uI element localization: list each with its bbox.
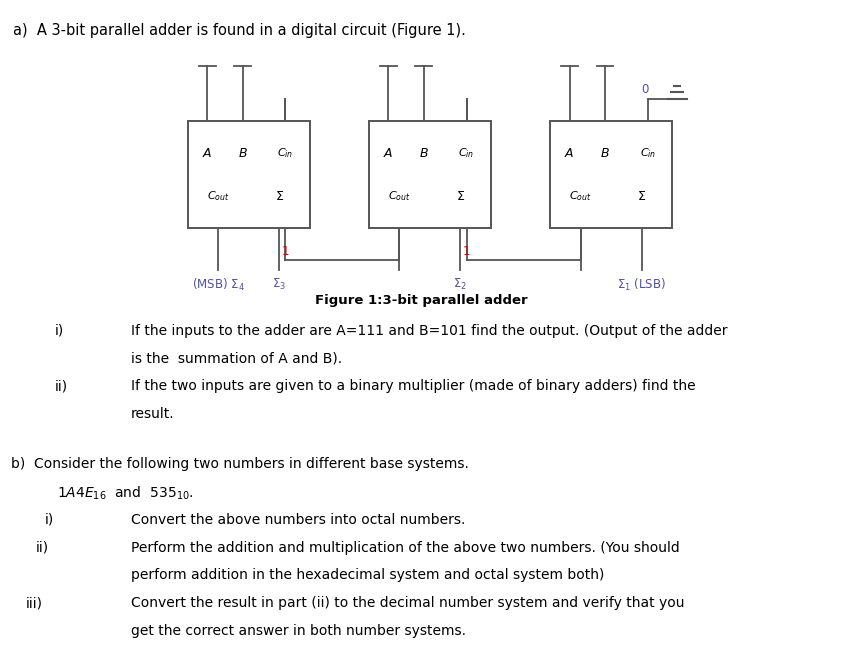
Bar [187, 122, 310, 228]
Text: i): i) [45, 512, 54, 527]
Text: 1: 1 [463, 245, 470, 259]
Text: $C_{out}$: $C_{out}$ [207, 189, 229, 203]
Text: result.: result. [131, 407, 175, 421]
Text: b)  Consider the following two numbers in different base systems.: b) Consider the following two numbers in… [11, 457, 469, 471]
Text: (MSB) $\Sigma_4$: (MSB) $\Sigma_4$ [191, 277, 244, 292]
Text: $\Sigma$: $\Sigma$ [456, 190, 465, 203]
Text: If the two inputs are given to a binary multiplier (made of binary adders) find : If the two inputs are given to a binary … [131, 379, 695, 393]
Text: $C_{out}$: $C_{out}$ [388, 189, 411, 203]
Text: i): i) [55, 324, 64, 338]
Text: $C_{in}$: $C_{in}$ [640, 146, 656, 160]
Text: $B$: $B$ [238, 147, 248, 160]
Text: ii): ii) [55, 379, 68, 393]
Text: ii): ii) [36, 540, 50, 554]
Text: $1A4E_{16}$  and  $535_{10}$.: $1A4E_{16}$ and $535_{10}$. [57, 485, 194, 502]
Text: $A$: $A$ [202, 147, 212, 160]
Text: get the correct answer in both number systems.: get the correct answer in both number sy… [131, 624, 465, 638]
Text: a)  A 3-bit parallel adder is found in a digital circuit (Figure 1).: a) A 3-bit parallel adder is found in a … [13, 23, 465, 38]
Text: $\Sigma_3$: $\Sigma_3$ [272, 277, 287, 292]
Text: is the  summation of A and B).: is the summation of A and B). [131, 351, 341, 366]
Text: perform addition in the hexadecimal system and octal system both): perform addition in the hexadecimal syst… [131, 568, 604, 582]
Bar [369, 122, 491, 228]
Text: Perform the addition and multiplication of the above two numbers. (You should: Perform the addition and multiplication … [131, 540, 679, 554]
Bar [550, 122, 673, 228]
Text: iii): iii) [25, 596, 42, 610]
Text: $C_{out}$: $C_{out}$ [569, 189, 592, 203]
Text: $C_{in}$: $C_{in}$ [459, 146, 475, 160]
Text: $B$: $B$ [600, 147, 610, 160]
Text: $\Sigma$: $\Sigma$ [275, 190, 284, 203]
Text: $\Sigma_2$: $\Sigma_2$ [454, 277, 468, 292]
Text: $C_{in}$: $C_{in}$ [277, 146, 293, 160]
Text: If the inputs to the adder are A=111 and B=101 find the output. (Output of the a: If the inputs to the adder are A=111 and… [131, 324, 728, 338]
Text: Convert the above numbers into octal numbers.: Convert the above numbers into octal num… [131, 512, 465, 527]
Text: 1: 1 [282, 245, 289, 259]
Text: $\Sigma$: $\Sigma$ [637, 190, 647, 203]
Text: Convert the result in part (ii) to the decimal number system and verify that you: Convert the result in part (ii) to the d… [131, 596, 685, 610]
Text: $A$: $A$ [565, 147, 575, 160]
Text: $\Sigma_1$ (LSB): $\Sigma_1$ (LSB) [617, 277, 666, 292]
Text: 0: 0 [642, 83, 649, 96]
Text: Figure 1:3-bit parallel adder: Figure 1:3-bit parallel adder [315, 294, 528, 307]
Text: $A$: $A$ [384, 147, 394, 160]
Text: $B$: $B$ [419, 147, 429, 160]
